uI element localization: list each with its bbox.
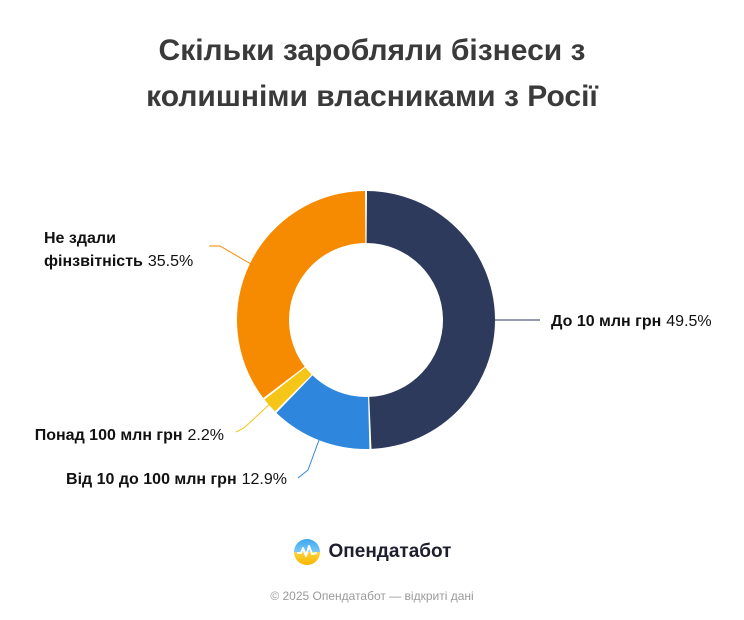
leader-line-no-report (209, 245, 252, 265)
title-line-1: Скільки заробляли бізнеси з (158, 34, 586, 67)
chart-title: Скільки заробляли бізнеси з колишніми вл… (0, 28, 744, 120)
slice-label-no-report-line-1: Не здали (44, 230, 116, 247)
slice-do-10 (366, 191, 495, 449)
slice-label-do-10: До 10 млн грн 49.5% (551, 313, 712, 330)
opendatabot-logo-icon (293, 539, 320, 565)
slice-name: Від 10 до 100 млн грн (66, 471, 237, 488)
slice-label-over-100: Понад 100 млн грн 2.2% (35, 427, 224, 444)
slice-name: Не здали (44, 230, 116, 247)
slice-name: До 10 млн грн (551, 313, 661, 330)
slice-label-10-100: Від 10 до 100 млн грн 12.9% (66, 471, 287, 488)
slice-no-report (237, 191, 366, 399)
slice-name: Понад 100 млн грн (35, 427, 183, 444)
slice-name: фінзвітність (44, 253, 143, 270)
donut-slices (237, 191, 495, 449)
slice-value: 12.9% (242, 471, 287, 488)
slice-value: 35.5% (148, 253, 193, 270)
brand-name: Опендатабот (328, 541, 452, 562)
leader-line-10-100 (297, 439, 320, 479)
slice-value: 49.5% (666, 313, 711, 330)
leader-lines (209, 245, 540, 479)
slice-value: 2.2% (188, 427, 224, 444)
slice-10-100 (276, 375, 370, 449)
leader-line-over-100 (235, 401, 273, 433)
slice-label-no-report-line-2: фінзвітність 35.5% (44, 253, 193, 270)
title-line-2: колишніми власниками з Росії (146, 80, 598, 113)
slice-over-100 (264, 367, 312, 412)
brand: Опендатабот (0, 538, 744, 566)
footer: © 2025 Опендатабот — відкриті дані (270, 589, 474, 603)
